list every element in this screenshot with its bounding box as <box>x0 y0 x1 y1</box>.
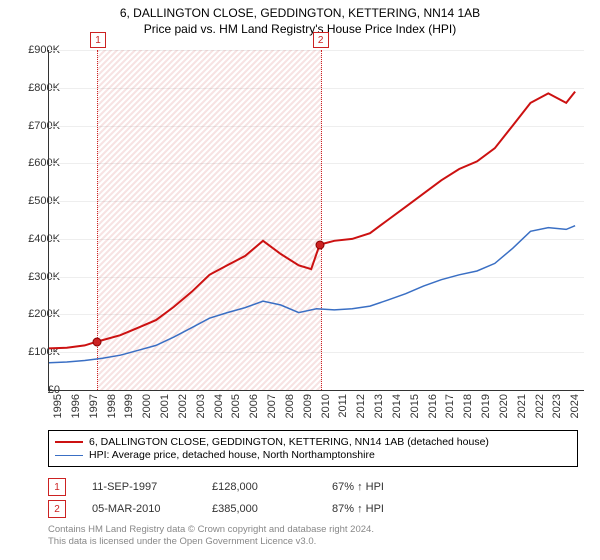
x-tick-label: 1996 <box>70 394 82 424</box>
x-tick-label: 2007 <box>266 394 278 424</box>
x-tick-label: 1995 <box>52 394 64 424</box>
x-tick-label: 2023 <box>551 394 563 424</box>
sale-marker-box: 1 <box>90 32 106 48</box>
x-tick-label: 2003 <box>195 394 207 424</box>
x-tick-label: 2000 <box>141 394 153 424</box>
legend-swatch-subject <box>55 441 83 443</box>
legend-swatch-hpi <box>55 455 83 456</box>
transaction-pct-1: 67% ↑ HPI <box>332 481 452 493</box>
x-tick-label: 2022 <box>534 394 546 424</box>
sale-dot <box>315 240 324 249</box>
transaction-price-2: £385,000 <box>212 503 332 515</box>
x-tick-label: 2024 <box>569 394 581 424</box>
sale-marker-box: 2 <box>313 32 329 48</box>
x-tick-label: 2004 <box>213 394 225 424</box>
chart-container: 6, DALLINGTON CLOSE, GEDDINGTON, KETTERI… <box>0 0 600 560</box>
transaction-row-2: 2 05-MAR-2010 £385,000 87% ↑ HPI <box>48 500 578 518</box>
transaction-marker-1: 1 <box>48 478 66 496</box>
sale-dot <box>92 337 101 346</box>
up-arrow-icon: ↑ <box>357 481 363 493</box>
transaction-pct-2: 87% ↑ HPI <box>332 503 452 515</box>
transaction-row-1: 1 11-SEP-1997 £128,000 67% ↑ HPI <box>48 478 578 496</box>
x-tick-label: 2011 <box>337 394 349 424</box>
x-tick-label: 2010 <box>320 394 332 424</box>
x-tick-label: 2006 <box>248 394 260 424</box>
x-tick-label: 2020 <box>498 394 510 424</box>
x-tick-label: 2009 <box>302 394 314 424</box>
x-tick-label: 2015 <box>409 394 421 424</box>
x-tick-label: 2008 <box>284 394 296 424</box>
legend-item-subject: 6, DALLINGTON CLOSE, GEDDINGTON, KETTERI… <box>55 436 571 448</box>
x-tick-label: 2002 <box>177 394 189 424</box>
x-tick-label: 2001 <box>159 394 171 424</box>
legend-item-hpi: HPI: Average price, detached house, Nort… <box>55 449 571 461</box>
x-tick-label: 2014 <box>391 394 403 424</box>
x-tick-label: 2012 <box>355 394 367 424</box>
x-tick-label: 2005 <box>230 394 242 424</box>
line-series <box>49 50 584 390</box>
up-arrow-icon: ↑ <box>357 503 363 515</box>
x-tick-label: 1999 <box>123 394 135 424</box>
series-hpi <box>49 226 575 363</box>
plot-area: 12 <box>48 50 584 391</box>
footer-line-2: This data is licensed under the Open Gov… <box>48 536 578 548</box>
transaction-marker-2: 2 <box>48 500 66 518</box>
x-tick-label: 2017 <box>444 394 456 424</box>
footer-line-1: Contains HM Land Registry data © Crown c… <box>48 524 578 536</box>
transaction-date-1: 11-SEP-1997 <box>92 481 212 493</box>
legend-label-subject: 6, DALLINGTON CLOSE, GEDDINGTON, KETTERI… <box>89 436 489 448</box>
x-tick-label: 2013 <box>373 394 385 424</box>
x-tick-label: 2019 <box>480 394 492 424</box>
footer: Contains HM Land Registry data © Crown c… <box>48 524 578 549</box>
transaction-date-2: 05-MAR-2010 <box>92 503 212 515</box>
legend-label-hpi: HPI: Average price, detached house, Nort… <box>89 449 375 461</box>
x-tick-label: 2021 <box>516 394 528 424</box>
x-tick-label: 1998 <box>106 394 118 424</box>
title-line-1: 6, DALLINGTON CLOSE, GEDDINGTON, KETTERI… <box>0 6 600 22</box>
x-tick-label: 2016 <box>427 394 439 424</box>
legend: 6, DALLINGTON CLOSE, GEDDINGTON, KETTERI… <box>48 430 578 467</box>
transaction-price-1: £128,000 <box>212 481 332 493</box>
x-tick-label: 1997 <box>88 394 100 424</box>
transactions-table: 1 11-SEP-1997 £128,000 67% ↑ HPI 2 05-MA… <box>48 478 578 522</box>
x-tick-label: 2018 <box>462 394 474 424</box>
